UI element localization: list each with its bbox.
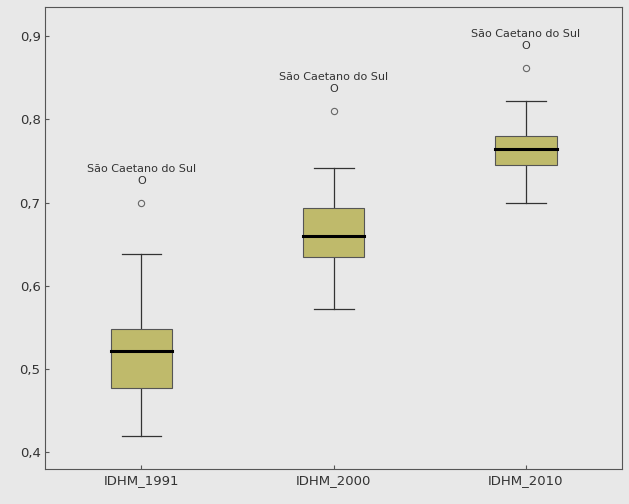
Text: São Caetano do Sul
O: São Caetano do Sul O <box>471 29 581 51</box>
Bar <box>495 136 557 165</box>
Text: São Caetano do Sul
O: São Caetano do Sul O <box>279 72 388 94</box>
Text: São Caetano do Sul
O: São Caetano do Sul O <box>87 164 196 186</box>
Bar <box>303 209 364 257</box>
Bar <box>111 329 172 389</box>
